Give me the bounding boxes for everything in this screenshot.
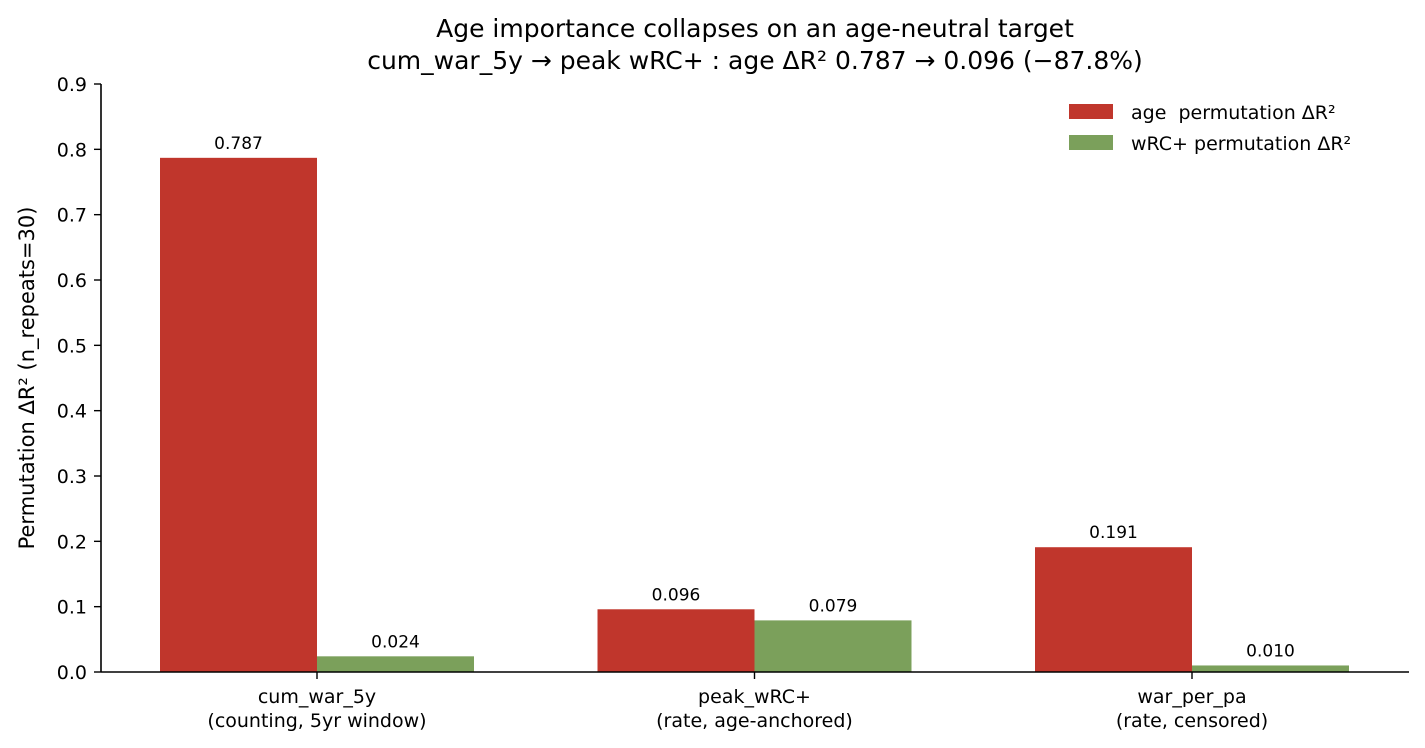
y-ticks-group: 0.0 0.1 0.2 0.3 0.4 0.5 0.6 0.7 0.8 0.9 bbox=[57, 74, 101, 684]
bar-wrc-2 bbox=[1192, 665, 1349, 672]
chart-title: Age importance collapses on an age-neutr… bbox=[436, 14, 1074, 43]
y-tick-label: 0.6 bbox=[57, 270, 87, 292]
y-tick-label: 0.2 bbox=[57, 531, 87, 553]
y-tick-label: 0.3 bbox=[57, 466, 87, 488]
data-label: 0.787 bbox=[214, 134, 263, 154]
x-ticks-group: cum_war_5y(counting, 5yr window) peak_wRC… bbox=[207, 672, 1268, 732]
y-tick-label: 0.8 bbox=[57, 139, 87, 161]
x-tick-label: (counting, 5yr window) bbox=[207, 710, 426, 732]
bar-wrc-0 bbox=[317, 656, 474, 672]
x-tick-label: (rate, age-anchored) bbox=[656, 710, 853, 732]
y-tick-label: 0.7 bbox=[57, 205, 87, 227]
y-tick-label: 0.9 bbox=[57, 74, 87, 96]
y-tick-label: 0.1 bbox=[57, 597, 87, 619]
legend-label: age permutation ΔR² bbox=[1131, 102, 1336, 124]
x-tick-label: war_per_pa bbox=[1137, 686, 1246, 708]
bar-age-1 bbox=[597, 609, 755, 672]
data-labels-group: 0.787 0.096 0.191 0.024 0.079 0.010 bbox=[214, 134, 1295, 662]
data-label: 0.010 bbox=[1246, 641, 1295, 661]
x-tick-label: (rate, censored) bbox=[1116, 710, 1268, 732]
chart-subtitle: cum_war_5y → peak wRC+ : age ΔR² 0.787 →… bbox=[367, 46, 1143, 75]
legend-swatch bbox=[1069, 135, 1113, 150]
x-tick-label: cum_war_5y bbox=[258, 686, 376, 708]
data-label: 0.079 bbox=[809, 596, 858, 616]
legend-swatch bbox=[1069, 104, 1113, 119]
data-label: 0.024 bbox=[371, 632, 420, 652]
data-label: 0.191 bbox=[1089, 523, 1138, 543]
data-label: 0.096 bbox=[652, 585, 701, 605]
legend-label: wRC+ permutation ΔR² bbox=[1131, 133, 1351, 155]
bar-wrc-1 bbox=[754, 620, 912, 672]
bar-age-0 bbox=[160, 157, 317, 672]
y-tick-label: 0.5 bbox=[57, 335, 87, 357]
legend: age permutation ΔR² wRC+ permutation ΔR² bbox=[1069, 102, 1351, 155]
bar-age-2 bbox=[1035, 547, 1192, 672]
y-tick-label: 0.0 bbox=[57, 662, 87, 684]
bars-group bbox=[160, 157, 1349, 672]
y-axis-label: Permutation ΔR² (n_repeats=30) bbox=[15, 207, 40, 550]
x-tick-label: peak_wRC+ bbox=[698, 686, 811, 708]
y-tick-label: 0.4 bbox=[57, 401, 87, 423]
